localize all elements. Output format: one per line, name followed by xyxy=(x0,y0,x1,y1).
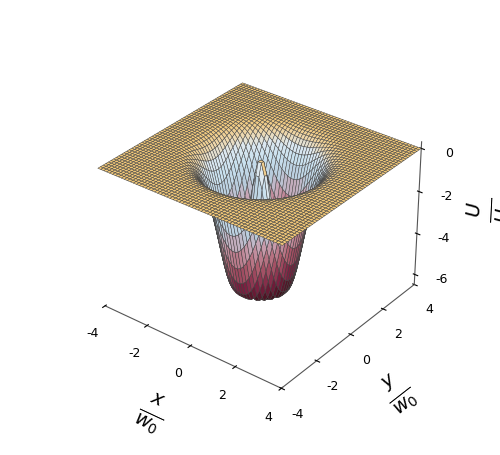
X-axis label: $x$
$\overline{w_0}$: $x$ $\overline{w_0}$ xyxy=(130,385,174,439)
Y-axis label: $y$
$\overline{w_0}$: $y$ $\overline{w_0}$ xyxy=(374,367,424,420)
